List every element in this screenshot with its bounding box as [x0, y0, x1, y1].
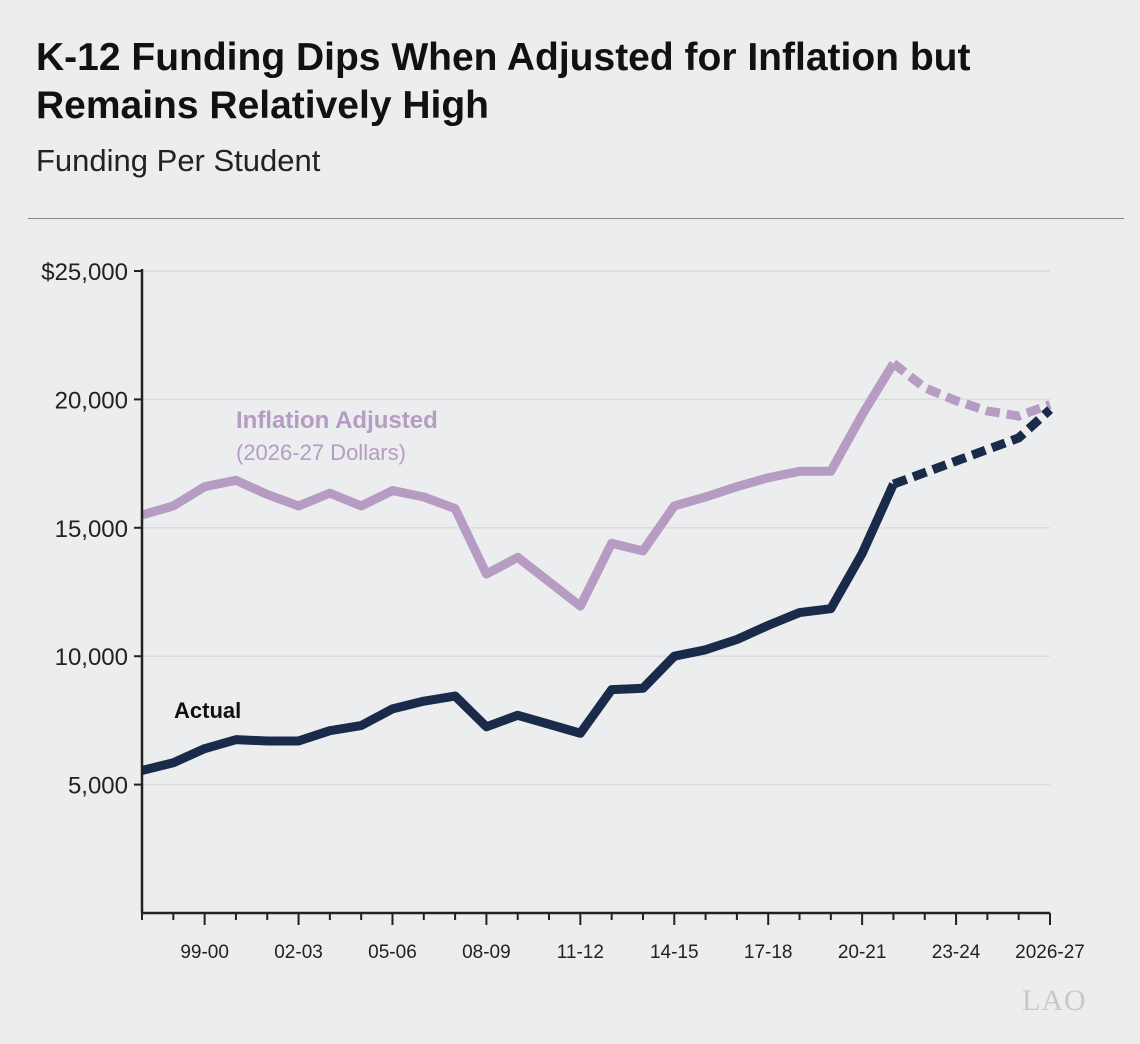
y-tick-label: 20,000	[55, 387, 128, 414]
series-note-inflation-adjusted: (2026-27 Dollars)	[236, 440, 406, 465]
chart-title: K-12 Funding Dips When Adjusted for Infl…	[36, 36, 971, 127]
series-line-inflation-adjusted	[140, 361, 898, 611]
series-lines	[140, 359, 1054, 775]
x-axis-ticks: 99-00 02-03 05-06 08-09 11-12 14-15 17-18 20-21…	[141, 913, 1085, 963]
x-tick-label: 2026-27	[1015, 942, 1085, 963]
x-tick-label: 02-03	[274, 942, 323, 963]
series-label-inflation-adjusted: Inflation Adjusted	[236, 407, 438, 434]
x-tick-label: 20-21	[838, 942, 887, 963]
lao-logo: LAO	[1022, 984, 1087, 1017]
series-line-actual	[140, 482, 898, 775]
y-tick-label: 5,000	[68, 773, 128, 800]
x-tick-label: 99-00	[180, 942, 229, 963]
y-tick-label: 15,000	[55, 516, 128, 543]
chart-subtitle: Funding Per Student	[36, 143, 321, 178]
y-tick-label: $25,000	[41, 259, 128, 286]
y-axis-ticks: 5,000 10,000 15,000 20,000 $25,000	[41, 259, 142, 800]
x-tick-label: 23-24	[932, 942, 981, 963]
x-tick-label: 11-12	[557, 942, 604, 963]
series-label-actual: Actual	[174, 698, 241, 723]
x-tick-label: 08-09	[462, 942, 511, 963]
y-tick-label: 10,000	[55, 644, 128, 671]
series-line-projected-inflation-adjusted	[890, 359, 1052, 421]
x-tick-label: 05-06	[368, 942, 417, 963]
x-tick-label: 14-15	[650, 942, 699, 963]
title-divider	[28, 218, 1124, 219]
x-tick-label: 17-18	[744, 942, 793, 963]
series-line-projected-actual	[891, 406, 1054, 489]
gridlines	[142, 270, 1050, 786]
